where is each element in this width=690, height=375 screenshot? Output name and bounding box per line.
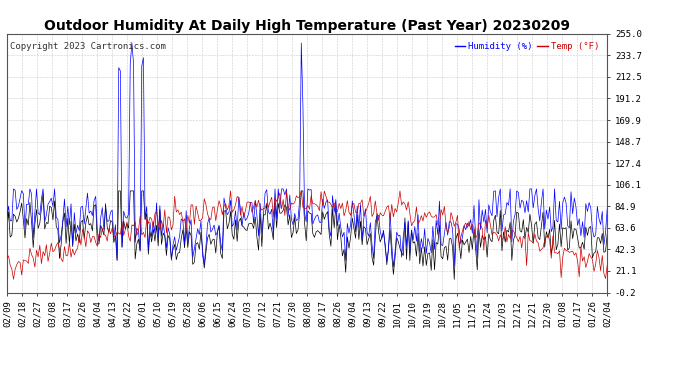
Legend: Humidity (%), Temp (°F): Humidity (%), Temp (°F) (451, 38, 602, 54)
Text: Copyright 2023 Cartronics.com: Copyright 2023 Cartronics.com (10, 42, 166, 51)
Title: Outdoor Humidity At Daily High Temperature (Past Year) 20230209: Outdoor Humidity At Daily High Temperatu… (44, 19, 570, 33)
